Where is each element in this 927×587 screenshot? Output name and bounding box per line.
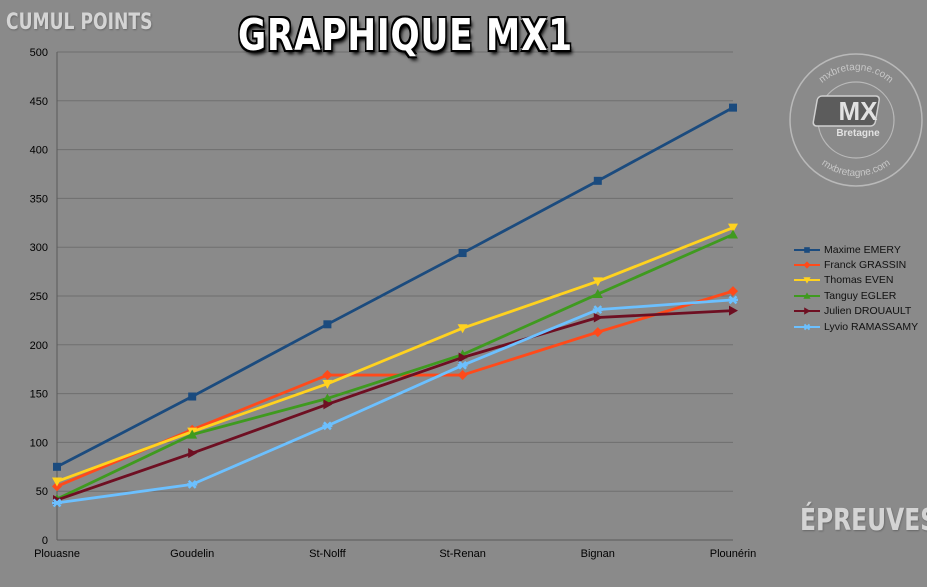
legend-label: Franck GRASSIN (824, 259, 907, 272)
data-point-marker (457, 370, 468, 381)
legend-item: Julien DROUAULT (794, 304, 918, 319)
y-tick-label: 0 (42, 535, 48, 547)
legend-label: Tanguy EGLER (824, 289, 897, 302)
data-point-marker (322, 421, 333, 431)
y-tick-label: 200 (30, 340, 48, 352)
chart-legend: Maxime EMERY Franck GRASSIN Thomas EVEN Tan… (794, 242, 918, 334)
legend-item: Thomas EVEN (794, 273, 918, 288)
legend-swatch (794, 260, 820, 270)
y-tick-label: 400 (30, 145, 48, 157)
data-point-marker (728, 295, 738, 305)
data-point-marker (593, 176, 602, 185)
data-point-marker (593, 312, 603, 323)
legend-swatch (794, 291, 820, 301)
y-axis-title: CUMUL POINTS (6, 10, 153, 35)
legend-marker-icon (804, 307, 811, 315)
legend-label: Thomas EVEN (824, 274, 894, 287)
legend-marker-icon (803, 277, 811, 285)
x-tick-label: Bignan (581, 548, 615, 560)
chart-title: GRAPHIQUE MX1 (238, 10, 573, 61)
data-point-marker (322, 379, 333, 389)
series-line-5 (56, 309, 734, 502)
watermark-text-bottom: mxbretagne.com (820, 158, 893, 180)
data-point-marker (53, 462, 61, 471)
legend-label: Lyvio RAMASSAMY (824, 320, 919, 333)
data-point-marker (728, 286, 738, 297)
data-point-marker (457, 360, 468, 370)
x-tick-label: Plounérin (710, 548, 756, 560)
y-tick-label: 350 (30, 193, 48, 205)
x-tick-label: St-Nolff (309, 548, 346, 560)
watermark-logo-text: MX (839, 96, 879, 126)
series-line-4 (56, 233, 734, 501)
data-point-marker (187, 479, 198, 489)
legend-item: Maxime EMERY (794, 242, 918, 257)
legend-label: Julien DROUAULT (824, 305, 912, 318)
data-point-marker (187, 429, 198, 439)
series-line-2 (56, 289, 734, 488)
data-point-marker (729, 305, 738, 316)
x-tick-label: Plouasne (34, 548, 80, 560)
legend-label: Maxime EMERY (824, 243, 901, 256)
data-point-marker (457, 324, 468, 334)
y-tick-label: 250 (30, 291, 48, 303)
legend-swatch (794, 275, 820, 285)
legend-swatch (794, 322, 820, 332)
data-point-marker (592, 277, 603, 287)
x-tick-label: St-Renan (439, 548, 485, 560)
data-point-marker (323, 320, 332, 329)
legend-marker-icon (803, 261, 811, 269)
svg-text:mxbretagne.com: mxbretagne.com (820, 158, 893, 180)
watermark-logo-subtext: Bretagne (836, 128, 880, 139)
y-tick-label: 450 (30, 96, 48, 108)
data-point-marker (52, 498, 62, 508)
y-tick-label: 100 (30, 437, 48, 449)
y-tick-label: 300 (30, 242, 48, 254)
data-point-marker (458, 352, 468, 363)
x-axis-title: ÉPREUVES (800, 503, 927, 538)
y-tick-label: 150 (30, 389, 48, 401)
legend-item: Tanguy EGLER (794, 288, 918, 303)
data-point-marker (728, 223, 738, 233)
series-line-1 (56, 106, 734, 469)
data-point-marker (592, 327, 603, 338)
y-tick-label: 50 (36, 486, 48, 498)
legend-swatch (794, 306, 820, 316)
y-tick-label: 500 (30, 47, 48, 59)
x-tick-label: Goudelin (170, 548, 214, 560)
series-line-6 (56, 298, 734, 505)
data-point-marker (729, 103, 737, 112)
legend-marker-icon (803, 292, 811, 299)
legend-marker-icon (803, 323, 811, 330)
data-point-marker (592, 305, 603, 315)
legend-item: Franck GRASSIN (794, 257, 918, 272)
series-line-3 (56, 226, 734, 483)
data-point-marker (592, 289, 603, 299)
legend-marker-icon (804, 246, 810, 253)
legend-swatch (794, 245, 820, 255)
data-point-marker (52, 477, 62, 487)
mxbretagne-logo-watermark: mxbretagne.com mxbretagne.com MX Bretagn… (789, 53, 923, 187)
data-point-marker (323, 399, 333, 410)
data-point-marker (458, 249, 467, 258)
data-point-marker (188, 448, 198, 459)
legend-item: Lyvio RAMASSAMY (794, 319, 918, 334)
data-point-marker (728, 229, 738, 239)
data-point-marker (322, 370, 333, 381)
data-point-marker (188, 392, 197, 401)
